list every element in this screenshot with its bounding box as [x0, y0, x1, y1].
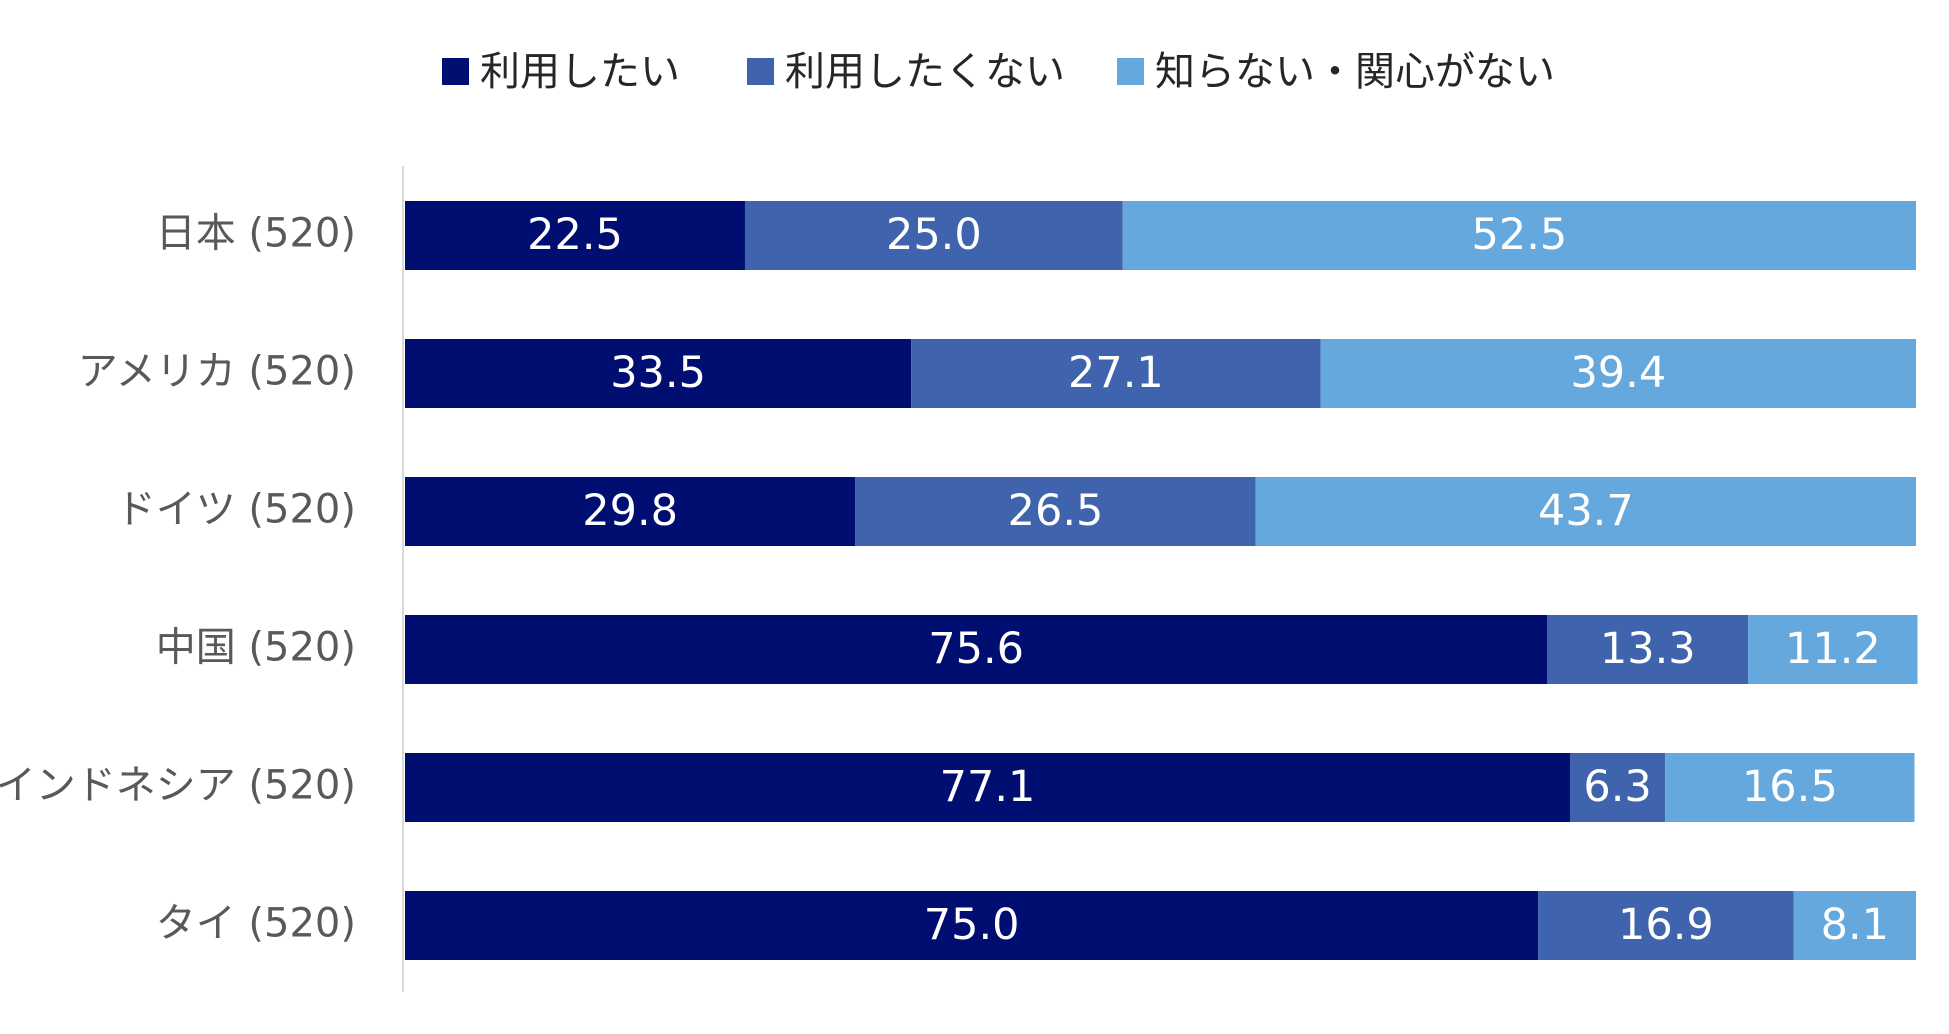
bar-segment	[1255, 477, 1916, 546]
bar-segment	[1748, 615, 1918, 684]
data-label: 26.5	[1008, 486, 1104, 536]
data-label: 27.1	[1068, 348, 1164, 398]
data-label: 29.8	[582, 486, 678, 536]
bar-segment	[855, 477, 1256, 546]
data-label: 25.0	[886, 210, 982, 260]
data-label: 75.6	[928, 624, 1024, 674]
category-labels: 日本 (520) アメリカ (520) ドイツ (520) 中国 (520) インドネシ…	[0, 211, 356, 947]
legend: 利用したい 利用したくない 知らない・関心がない	[442, 49, 1555, 95]
data-label: 8.1	[1821, 900, 1889, 950]
category-label: ドイツ (520)	[116, 487, 356, 533]
bar-segment	[1538, 891, 1794, 960]
bar-segment	[1569, 753, 1666, 822]
data-label: 33.5	[610, 348, 706, 398]
category-label: 中国 (520)	[156, 625, 356, 671]
legend-label-3: 知らない・関心がない	[1155, 49, 1555, 95]
legend-label-2: 利用したくない	[785, 49, 1065, 95]
value-labels: 22.5 25.0 52.5 33.5 27.1 39.4 29.8 26.5 43.7 75.6…	[527, 210, 1889, 950]
legend-swatch-3	[1117, 58, 1144, 85]
category-label: アメリカ (520)	[78, 349, 356, 395]
data-label: 16.9	[1618, 900, 1714, 950]
bar-segment	[405, 615, 1548, 684]
data-label: 52.5	[1471, 210, 1567, 260]
data-label: 22.5	[527, 210, 623, 260]
bars	[405, 201, 1918, 960]
bar-segment	[405, 201, 745, 270]
data-label: 43.7	[1538, 486, 1634, 536]
legend-swatch-2	[747, 58, 774, 85]
category-label: インドネシア (520)	[0, 763, 356, 809]
bar-segment	[405, 339, 912, 408]
bar-segment	[911, 339, 1321, 408]
bar-segment	[405, 891, 1539, 960]
legend-swatch-1	[442, 58, 469, 85]
data-label: 16.5	[1742, 762, 1838, 812]
bar-segment	[405, 477, 856, 546]
bar-segment	[1665, 753, 1915, 822]
bar-segment	[1793, 891, 1916, 960]
data-label: 77.1	[940, 762, 1036, 812]
bar-segment	[1547, 615, 1749, 684]
bar-segment	[744, 201, 1123, 270]
category-label: 日本 (520)	[156, 211, 356, 257]
bar-segment	[1320, 339, 1916, 408]
data-label: 39.4	[1570, 348, 1666, 398]
legend-label-1: 利用したい	[480, 49, 680, 95]
category-label: タイ (520)	[156, 901, 356, 947]
data-label: 11.2	[1785, 624, 1881, 674]
data-label: 13.3	[1600, 624, 1696, 674]
bar-segment	[1122, 201, 1916, 270]
data-label: 75.0	[924, 900, 1020, 950]
data-label: 6.3	[1583, 762, 1651, 812]
bar-segment	[405, 753, 1570, 822]
